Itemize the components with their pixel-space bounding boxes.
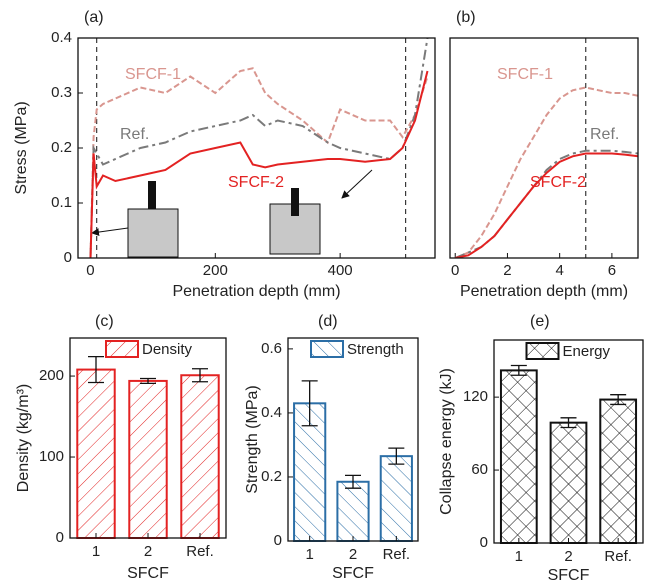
x-tick-label: 6 <box>608 262 616 279</box>
x-axis-label: SFCF <box>332 565 374 582</box>
y-axis-label: Strength (MPa) <box>244 385 261 493</box>
series-label: Ref. <box>120 126 149 143</box>
series-label: SFCF-2 <box>530 174 586 191</box>
legend-swatch <box>310 340 344 358</box>
plot-frame <box>449 37 639 259</box>
x-axis-label: Penetration depth (mm) <box>460 283 628 300</box>
inset-sketch <box>91 169 373 258</box>
series-line <box>454 86 638 258</box>
x-tick-label: Ref. <box>186 543 214 560</box>
y-tick-label: 60 <box>471 461 488 478</box>
bar <box>379 455 413 542</box>
legend-label: Energy <box>563 343 611 360</box>
error-bar <box>560 417 577 429</box>
error-bar <box>140 377 156 384</box>
x-tick-label: 2 <box>503 262 511 279</box>
error-bar <box>88 355 104 384</box>
bar <box>599 398 638 544</box>
y-tick-label: 0.4 <box>51 29 72 46</box>
error-bar <box>388 447 405 465</box>
legend-label: Density <box>142 341 193 358</box>
y-tick-label: 0.4 <box>261 404 282 421</box>
legend-label: Strength <box>347 341 404 358</box>
error-bar <box>510 364 527 376</box>
series-line <box>89 38 429 258</box>
x-tick-label: 2 <box>564 548 572 565</box>
bar <box>180 374 220 539</box>
x-tick-label: 0 <box>86 262 94 279</box>
series-line <box>89 70 429 258</box>
x-tick-label: 4 <box>555 262 563 279</box>
panel-label: (c) <box>95 313 114 330</box>
x-tick-label: 2 <box>349 546 357 563</box>
bar <box>128 379 168 539</box>
legend-swatch <box>105 340 139 358</box>
x-tick-label: Ref. <box>383 546 411 563</box>
x-axis-label: Penetration depth (mm) <box>172 283 340 300</box>
series-label: SFCF-1 <box>125 66 181 83</box>
x-tick-label: 1 <box>92 543 100 560</box>
error-bar <box>192 368 208 383</box>
y-tick-label: 100 <box>39 448 64 465</box>
y-axis-label: Density (kg/m³) <box>15 384 32 492</box>
panel-label: (d) <box>318 313 338 330</box>
x-tick-label: 1 <box>515 548 523 565</box>
panel-label: (b) <box>456 9 476 26</box>
plot-frame <box>287 337 419 542</box>
y-axis-label: Collapse energy (kJ) <box>438 368 455 515</box>
y-tick-label: 0.2 <box>261 468 282 485</box>
y-tick-label: 200 <box>39 367 64 384</box>
y-tick-label: 0 <box>480 534 488 551</box>
y-axis-label: Stress (MPa) <box>13 101 30 194</box>
x-tick-label: Ref. <box>604 548 632 565</box>
x-tick-label: 400 <box>328 262 353 279</box>
error-bar <box>610 394 627 406</box>
series-label: SFCF-2 <box>228 174 284 191</box>
series-line <box>89 67 429 258</box>
y-tick-label: 0 <box>56 529 64 546</box>
x-axis-label: SFCF <box>127 565 169 582</box>
series-label: Ref. <box>590 126 619 143</box>
panel-label: (a) <box>84 9 104 26</box>
bar <box>336 480 370 542</box>
legend-swatch <box>525 342 560 360</box>
error-bar <box>345 474 361 489</box>
x-axis-label: SFCF <box>548 567 590 584</box>
series-line <box>454 149 638 258</box>
bar <box>76 368 116 539</box>
bar <box>499 369 538 544</box>
error-bar <box>301 380 318 427</box>
y-tick-label: 0.6 <box>261 340 282 357</box>
bar <box>549 421 588 545</box>
panel-label: (e) <box>530 313 550 330</box>
y-tick-label: 0 <box>64 249 72 266</box>
y-tick-label: 0.2 <box>51 139 72 156</box>
plot-frame <box>77 37 436 259</box>
y-tick-label: 0.1 <box>51 194 72 211</box>
series-line <box>454 152 638 258</box>
y-tick-label: 0.3 <box>51 84 72 101</box>
x-tick-label: 2 <box>144 543 152 560</box>
y-tick-label: 0 <box>274 532 282 549</box>
y-tick-label: 120 <box>463 388 488 405</box>
x-tick-label: 200 <box>203 262 228 279</box>
plot-frame <box>69 337 227 539</box>
x-tick-label: 1 <box>305 546 313 563</box>
plot-frame <box>493 339 644 544</box>
series-label: SFCF-1 <box>497 66 553 83</box>
x-tick-label: 0 <box>451 262 459 279</box>
